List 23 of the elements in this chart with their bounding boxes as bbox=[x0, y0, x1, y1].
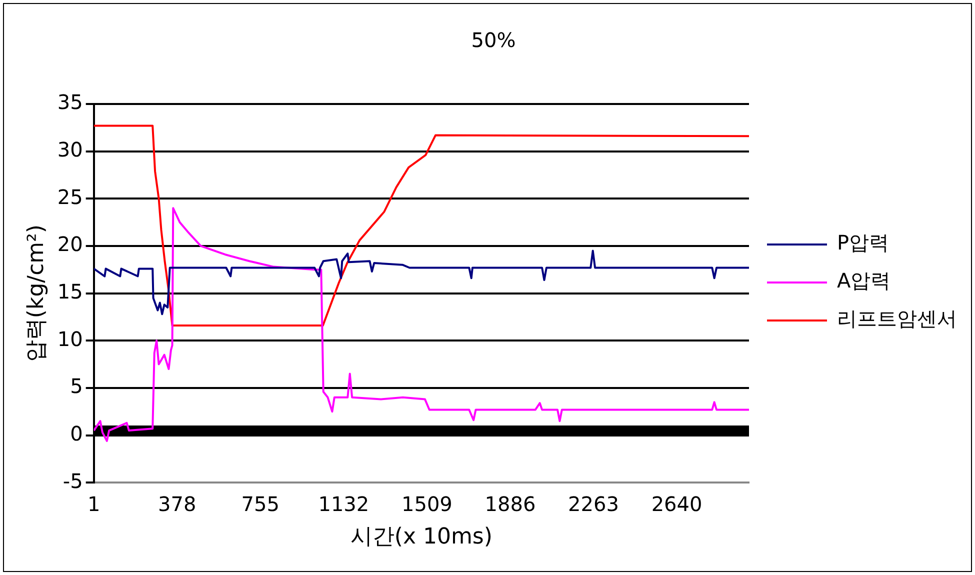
y-tick-label: 15 bbox=[57, 280, 83, 304]
x-axis-title: 시간(x 10ms) bbox=[350, 524, 492, 550]
y-tick-label: 30 bbox=[57, 138, 83, 162]
y-tick-label: -5 bbox=[62, 468, 83, 493]
y-tick-label: 0 bbox=[70, 421, 83, 446]
y-tick-label: 10 bbox=[57, 326, 83, 351]
x-tick-label: 755 bbox=[241, 492, 280, 516]
x-tick-label: 1132 bbox=[318, 492, 370, 516]
y-tick-label: 25 bbox=[57, 184, 83, 209]
x-tick-label: 1509 bbox=[401, 492, 452, 516]
y-tick-label: 5 bbox=[70, 374, 83, 398]
x-tick-label: 378 bbox=[158, 492, 196, 516]
x-tick-label: 2263 bbox=[568, 492, 619, 516]
chart-title: 50% bbox=[471, 28, 516, 52]
x-tick-label: 1886 bbox=[484, 492, 536, 516]
y-tick-label: 35 bbox=[57, 90, 83, 114]
legend-label: P압력 bbox=[837, 230, 890, 255]
y-tick-label: 20 bbox=[57, 232, 83, 256]
x-tick-label: 2640 bbox=[651, 492, 702, 516]
legend-label: A압력 bbox=[837, 268, 891, 293]
y-axis-title: 압력(kg/cm²) bbox=[24, 224, 49, 362]
x-tick-label: 1 bbox=[87, 492, 100, 516]
legend-label: 리프트암센서 bbox=[837, 306, 957, 331]
